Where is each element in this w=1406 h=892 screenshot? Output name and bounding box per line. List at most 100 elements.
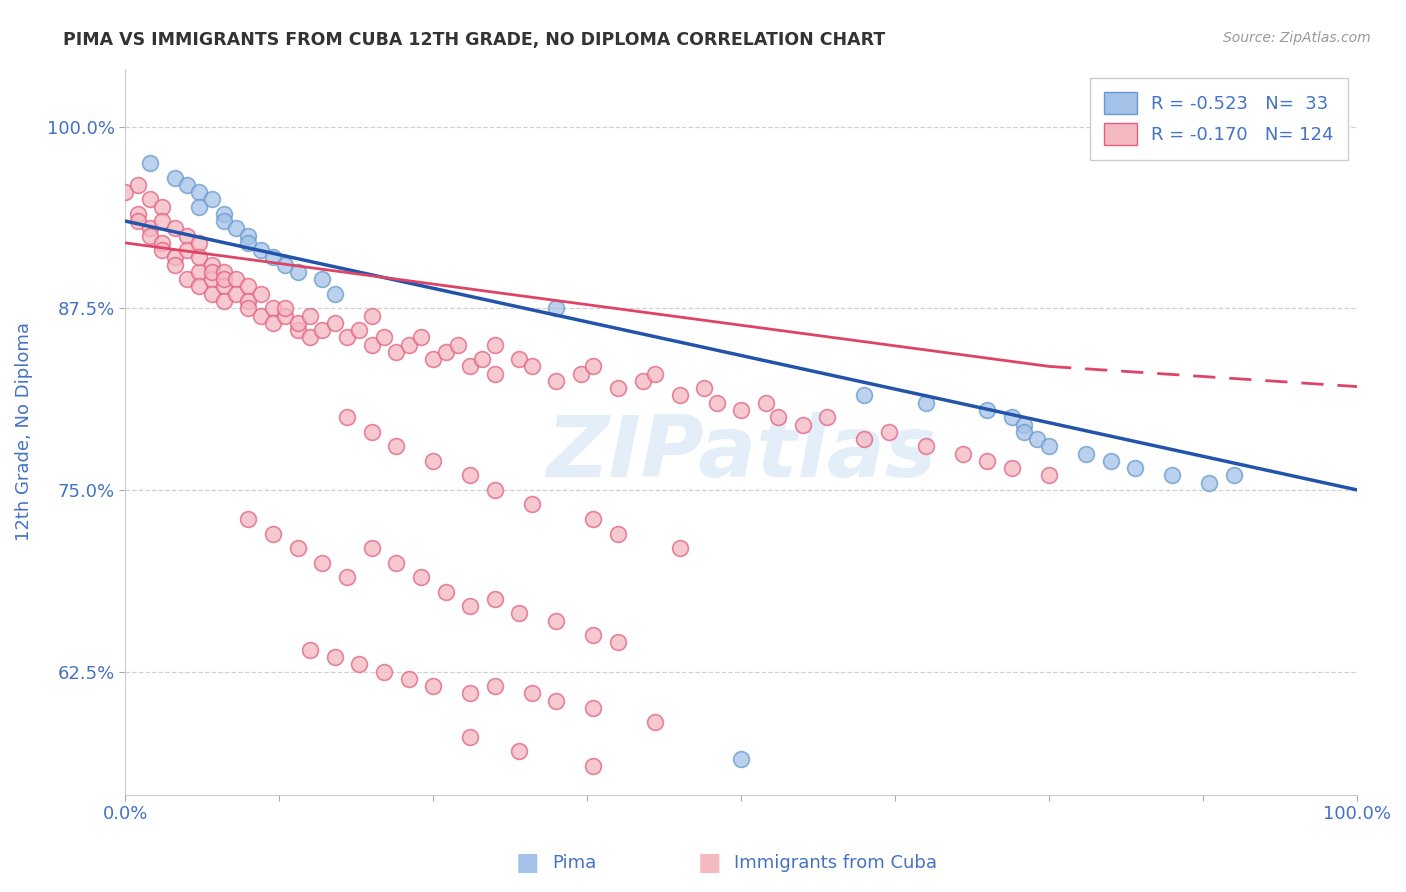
Point [730,752,752,766]
Point [546,693,568,707]
Point [422,679,444,693]
Text: Immigrants from Cuba: Immigrants from Cuba [734,854,936,871]
Point [150,200,173,214]
Point [238,512,260,526]
Point [287,541,309,555]
Point [631,374,654,388]
Point [200,192,222,206]
Point [200,272,222,286]
Text: ■: ■ [516,851,538,874]
Point [225,221,247,235]
Point [385,344,408,359]
Point [373,330,395,344]
Point [508,744,530,758]
Point [520,498,543,512]
Point [398,672,420,686]
Point [360,425,382,439]
Point [484,367,506,381]
Point [323,286,346,301]
Point [212,207,235,221]
Point [225,272,247,286]
Point [915,395,938,409]
Point [249,243,271,257]
Point [238,228,260,243]
Point [607,635,630,649]
Point [249,309,271,323]
Point [644,367,666,381]
Y-axis label: 12th Grade, No Diploma: 12th Grade, No Diploma [15,322,32,541]
Point [188,251,211,265]
Point [311,272,333,286]
Point [1099,454,1122,468]
Point [360,541,382,555]
Point [508,607,530,621]
Point [225,286,247,301]
Point [398,337,420,351]
Point [508,352,530,367]
Point [212,279,235,293]
Point [582,359,605,374]
Point [336,570,359,584]
Point [262,316,284,330]
Point [139,221,162,235]
Point [188,185,211,199]
Point [127,178,149,192]
Point [336,410,359,425]
Point [311,323,333,337]
Point [139,192,162,206]
Point [373,665,395,679]
Point [176,243,198,257]
Point [385,556,408,570]
Point [976,454,998,468]
Point [471,352,494,367]
Point [188,279,211,293]
Text: PIMA VS IMMIGRANTS FROM CUBA 12TH GRADE, NO DIPLOMA CORRELATION CHART: PIMA VS IMMIGRANTS FROM CUBA 12TH GRADE,… [63,31,886,49]
Text: ZIPatlas: ZIPatlas [546,412,936,495]
Point [323,316,346,330]
Point [607,526,630,541]
Point [668,388,690,402]
Point [1161,468,1184,483]
Point [730,403,752,417]
Point [287,323,309,337]
Point [520,686,543,700]
Point [1038,468,1060,483]
Point [1038,439,1060,453]
Point [546,614,568,628]
Point [200,286,222,301]
Point [582,628,605,642]
Point [1014,425,1036,439]
Point [163,258,186,272]
Point [409,570,432,584]
Point [360,309,382,323]
Point [484,483,506,497]
Point [212,272,235,286]
Point [668,541,690,555]
Point [249,286,271,301]
Point [176,228,198,243]
Point [139,156,162,170]
Point [323,650,346,665]
Point [458,599,481,614]
Point [1074,447,1097,461]
Point [200,258,222,272]
Point [274,309,297,323]
Point [127,207,149,221]
Point [607,381,630,395]
Point [582,701,605,715]
Point [1123,461,1146,475]
Text: Pima: Pima [553,854,596,871]
Point [150,235,173,250]
Point [238,235,260,250]
Point [163,170,186,185]
Point [1223,468,1246,483]
Point [299,330,322,344]
Point [1001,461,1024,475]
Point [349,323,371,337]
Point [484,337,506,351]
Point [1014,417,1036,432]
Point [755,395,778,409]
Point [238,279,260,293]
Point [150,214,173,228]
Point [360,337,382,351]
